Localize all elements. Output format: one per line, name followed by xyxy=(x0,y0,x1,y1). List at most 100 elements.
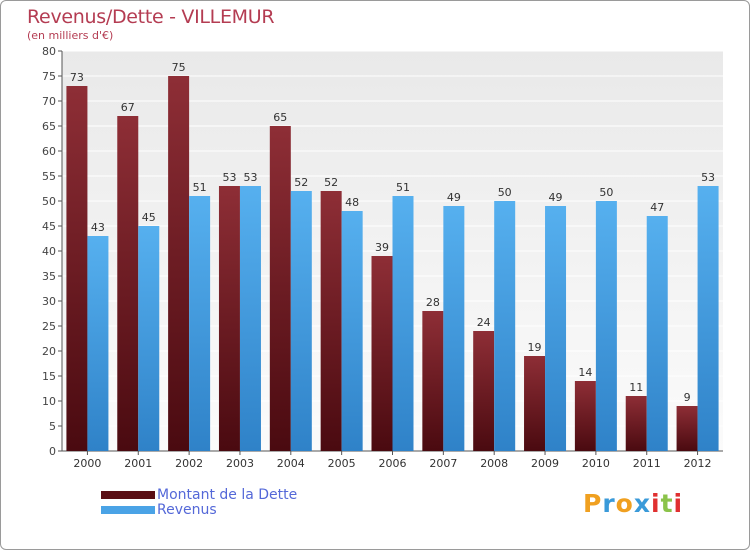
bar-revenue-2012 xyxy=(697,186,719,451)
x-tick-label-2000: 2000 xyxy=(73,457,101,470)
proxiti-logo: Proxiti xyxy=(583,489,683,518)
y-tick-label-55: 55 xyxy=(42,170,56,183)
y-tick-label-60: 60 xyxy=(42,145,56,158)
data-label-debt-2007: 28 xyxy=(426,296,440,309)
data-label-debt-2001: 67 xyxy=(121,101,135,114)
logo-letter: r xyxy=(602,489,616,518)
y-tick-label-20: 20 xyxy=(42,345,56,358)
bar-debt-2000 xyxy=(66,86,88,451)
legend-item-debt: Montant de la Dette xyxy=(101,486,298,503)
bar-revenue-2001 xyxy=(138,226,160,451)
x-tick-label-2010: 2010 xyxy=(582,457,610,470)
y-tick-label-65: 65 xyxy=(42,120,56,133)
bar-revenue-2011 xyxy=(646,216,668,451)
y-tick-label-45: 45 xyxy=(42,220,56,233)
bar-debt-2001 xyxy=(117,116,139,451)
data-label-revenue-2010: 50 xyxy=(599,186,613,199)
bar-revenue-2008 xyxy=(494,201,516,451)
data-label-revenue-2004: 52 xyxy=(294,176,308,189)
x-tick-label-2007: 2007 xyxy=(429,457,457,470)
x-tick-label-2005: 2005 xyxy=(328,457,356,470)
data-label-debt-2009: 19 xyxy=(528,341,542,354)
x-tick-label-2006: 2006 xyxy=(379,457,407,470)
x-tick-label-2004: 2004 xyxy=(277,457,305,470)
data-label-revenue-2005: 48 xyxy=(345,196,359,209)
x-tick-label-2008: 2008 xyxy=(480,457,508,470)
bar-debt-2007 xyxy=(422,311,444,451)
logo-letter: t xyxy=(660,489,674,518)
bar-debt-2004 xyxy=(269,126,291,451)
bar-debt-2005 xyxy=(320,191,342,451)
y-tick-label-75: 75 xyxy=(42,70,56,83)
data-label-debt-2003: 53 xyxy=(222,171,236,184)
x-tick-label-2001: 2001 xyxy=(124,457,152,470)
y-tick-label-40: 40 xyxy=(42,245,56,258)
x-tick-label-2003: 2003 xyxy=(226,457,254,470)
logo-letter: i xyxy=(651,489,661,518)
data-label-debt-2004: 65 xyxy=(273,111,287,124)
y-tick-label-80: 80 xyxy=(42,45,56,58)
x-tick-label-2009: 2009 xyxy=(531,457,559,470)
y-tick-label-30: 30 xyxy=(42,295,56,308)
bar-revenue-2006 xyxy=(392,196,414,451)
y-tick-label-5: 5 xyxy=(49,420,56,433)
data-label-debt-2006: 39 xyxy=(375,241,389,254)
data-label-debt-2000: 73 xyxy=(70,71,84,84)
chart-title: Revenus/Dette - VILLEMUR xyxy=(27,6,275,28)
y-tick-label-50: 50 xyxy=(42,195,56,208)
data-label-revenue-2001: 45 xyxy=(142,211,156,224)
data-label-debt-2005: 52 xyxy=(324,176,338,189)
data-label-debt-2008: 24 xyxy=(477,316,491,329)
x-tick-label-2011: 2011 xyxy=(633,457,661,470)
legend-item-revenue: Revenus xyxy=(101,501,297,518)
bar-debt-2006 xyxy=(371,256,393,451)
data-label-debt-2011: 11 xyxy=(629,381,643,394)
data-label-revenue-2002: 51 xyxy=(193,181,207,194)
logo-letter: o xyxy=(615,489,634,518)
data-label-revenue-2008: 50 xyxy=(498,186,512,199)
bar-revenue-2002 xyxy=(189,196,211,451)
data-label-revenue-2011: 47 xyxy=(650,201,664,214)
x-tick-label-2012: 2012 xyxy=(684,457,712,470)
data-label-revenue-2007: 49 xyxy=(447,191,461,204)
x-tick-label-2002: 2002 xyxy=(175,457,203,470)
y-tick-label-70: 70 xyxy=(42,95,56,108)
chart-legend: Montant de la Dette Revenus xyxy=(101,486,298,518)
bar-revenue-2004 xyxy=(290,191,312,451)
chart-subtitle: (en milliers d'€) xyxy=(27,29,114,42)
bar-revenue-2005 xyxy=(341,211,363,451)
y-tick-label-35: 35 xyxy=(42,270,56,283)
legend-swatch-revenue xyxy=(101,505,155,514)
bar-revenue-2000 xyxy=(87,236,109,451)
y-tick-label-0: 0 xyxy=(49,445,56,458)
bar-debt-2008 xyxy=(473,331,495,451)
bar-debt-2002 xyxy=(168,76,190,451)
legend-swatch-debt xyxy=(101,490,155,499)
data-label-debt-2012: 9 xyxy=(684,391,691,404)
bar-revenue-2010 xyxy=(595,201,617,451)
y-tick-label-25: 25 xyxy=(42,320,56,333)
logo-letter: i xyxy=(673,489,684,518)
data-label-debt-2002: 75 xyxy=(172,61,186,74)
data-label-revenue-2006: 51 xyxy=(396,181,410,194)
logo-letter: x xyxy=(633,489,651,518)
legend-label-revenue: Revenus xyxy=(157,501,217,518)
bar-debt-2003 xyxy=(218,186,240,451)
bar-debt-2012 xyxy=(676,406,698,451)
y-tick-label-15: 15 xyxy=(42,370,56,383)
bar-revenue-2007 xyxy=(443,206,465,451)
data-label-revenue-2009: 49 xyxy=(549,191,563,204)
bar-debt-2011 xyxy=(625,396,647,451)
data-label-revenue-2012: 53 xyxy=(701,171,715,184)
bar-debt-2009 xyxy=(524,356,546,451)
data-label-debt-2010: 14 xyxy=(578,366,592,379)
bar-revenue-2009 xyxy=(545,206,567,451)
bar-debt-2010 xyxy=(574,381,596,451)
legend-label-debt: Montant de la Dette xyxy=(157,486,298,503)
logo-letter: P xyxy=(583,489,603,518)
bar-revenue-2003 xyxy=(239,186,261,451)
data-label-revenue-2003: 53 xyxy=(243,171,257,184)
data-label-revenue-2000: 43 xyxy=(91,221,105,234)
